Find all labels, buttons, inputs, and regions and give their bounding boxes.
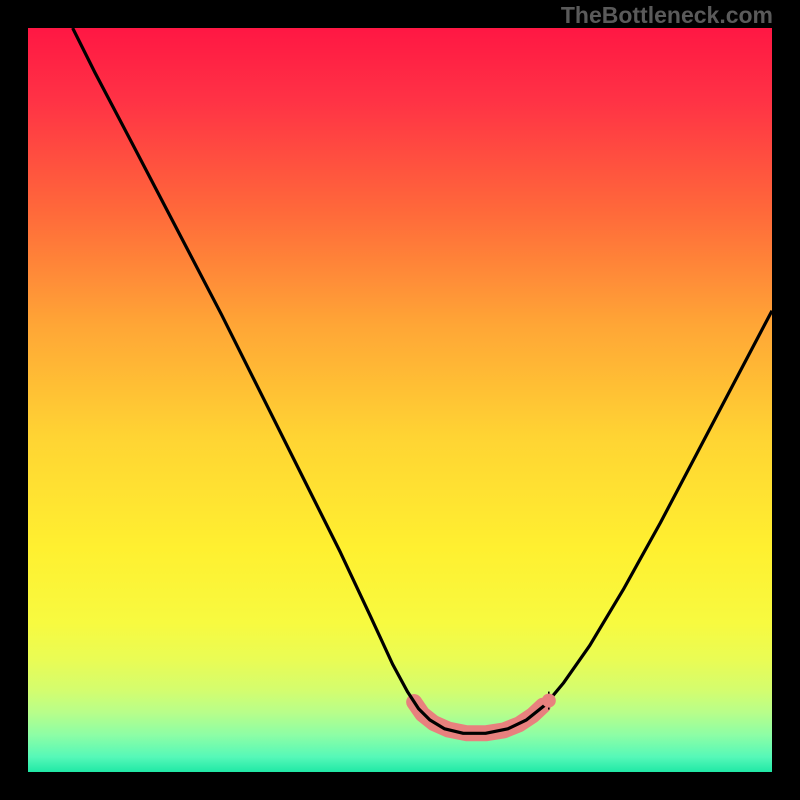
gradient-background <box>28 28 772 772</box>
chart-frame: TheBottleneck.com <box>0 0 800 800</box>
plot-svg <box>28 28 772 772</box>
marker-dot <box>542 694 556 708</box>
plot-area <box>28 28 772 772</box>
watermark-text: TheBottleneck.com <box>561 2 773 29</box>
